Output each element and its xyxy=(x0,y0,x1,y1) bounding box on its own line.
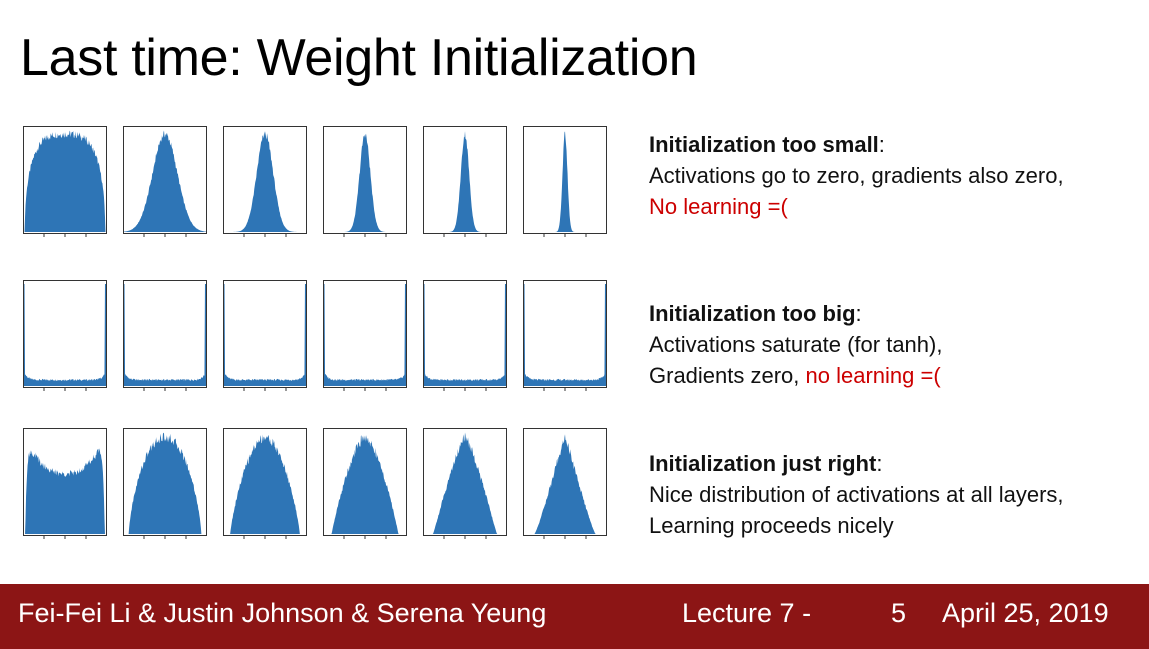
no-learning-text-1: No learning =( xyxy=(649,194,788,219)
description-just-right: Initialization just right: Nice distribu… xyxy=(649,448,1064,541)
histogram-svg xyxy=(223,428,307,539)
description-too-small: Initialization too small: Activations go… xyxy=(649,129,1064,222)
heading-too-small: Initialization too small xyxy=(649,132,879,157)
heading-just-right: Initialization just right xyxy=(649,451,877,476)
histogram-right-layer-2 xyxy=(123,428,207,539)
histogram-bars xyxy=(24,448,106,534)
histogram-svg xyxy=(23,280,107,391)
histogram-bars xyxy=(24,130,106,232)
histogram-svg xyxy=(123,280,207,391)
no-learning-text-2: no learning =( xyxy=(805,363,941,388)
histogram-right-layer-6 xyxy=(523,428,607,539)
line-just-right-2: Learning proceeds nicely xyxy=(649,513,894,538)
histogram-svg xyxy=(23,126,107,237)
footer-page-number: 5 xyxy=(891,598,907,628)
line-too-big-1: Activations saturate (for tanh), xyxy=(649,332,943,357)
histogram-small-layer-5 xyxy=(423,126,507,237)
histogram-bars xyxy=(524,284,606,386)
footer-lecture: Lecture 7 - xyxy=(682,598,812,628)
histogram-bars xyxy=(224,434,306,534)
histogram-small-layer-1 xyxy=(23,126,107,237)
histogram-right-layer-5 xyxy=(423,428,507,539)
histogram-bars xyxy=(524,131,606,232)
histogram-frame xyxy=(423,280,507,388)
histogram-big-layer-2 xyxy=(123,280,207,391)
heading-suffix: : xyxy=(855,301,862,326)
histogram-small-layer-3 xyxy=(223,126,307,237)
histogram-bars xyxy=(124,284,206,386)
histogram-right-layer-1 xyxy=(23,428,107,539)
histogram-frame xyxy=(523,280,607,388)
histogram-bars xyxy=(524,434,606,534)
histogram-svg xyxy=(423,280,507,391)
histogram-small-layer-6 xyxy=(523,126,607,237)
histogram-bars xyxy=(124,432,206,534)
histogram-svg xyxy=(223,280,307,391)
histogram-svg xyxy=(523,428,607,539)
histogram-svg xyxy=(223,126,307,237)
line-just-right-1: Nice distribution of activations at all … xyxy=(649,482,1064,507)
histogram-frame xyxy=(123,280,207,388)
histogram-big-layer-3 xyxy=(223,280,307,391)
histogram-svg xyxy=(23,428,107,539)
histogram-bars xyxy=(24,284,106,386)
histogram-svg xyxy=(423,428,507,539)
description-too-big: Initialization too big: Activations satu… xyxy=(649,298,942,391)
histogram-bars xyxy=(124,130,206,232)
slide-footer: Fei-Fei Li & Justin Johnson & Serena Yeu… xyxy=(0,584,1149,649)
histogram-svg xyxy=(323,280,407,391)
heading-too-big: Initialization too big xyxy=(649,301,856,326)
histogram-frame xyxy=(223,280,307,388)
line-too-big-2: Gradients zero, xyxy=(649,363,806,388)
slide-title: Last time: Weight Initialization xyxy=(20,29,698,87)
histogram-bars xyxy=(424,432,506,534)
histogram-svg xyxy=(123,428,207,539)
histogram-bars xyxy=(424,131,506,232)
histogram-svg xyxy=(323,126,407,237)
histogram-svg xyxy=(323,428,407,539)
line-too-small-1: Activations go to zero, gradients also z… xyxy=(649,163,1064,188)
histogram-small-layer-4 xyxy=(323,126,407,237)
histogram-bars xyxy=(424,284,506,386)
heading-suffix: : xyxy=(878,132,885,157)
histogram-big-layer-1 xyxy=(23,280,107,391)
histogram-frame xyxy=(323,280,407,388)
histogram-big-layer-6 xyxy=(523,280,607,391)
histogram-svg xyxy=(423,126,507,237)
histogram-bars xyxy=(224,284,306,386)
histogram-bars xyxy=(324,435,406,534)
histogram-right-layer-3 xyxy=(223,428,307,539)
histogram-right-layer-4 xyxy=(323,428,407,539)
histogram-bars xyxy=(224,131,306,232)
histogram-big-layer-5 xyxy=(423,280,507,391)
histogram-bars xyxy=(324,284,406,386)
histogram-bars xyxy=(324,133,406,232)
footer-authors: Fei-Fei Li & Justin Johnson & Serena Yeu… xyxy=(18,598,547,628)
histogram-svg xyxy=(523,280,607,391)
histogram-svg xyxy=(123,126,207,237)
activation-histograms xyxy=(0,0,620,560)
histogram-small-layer-2 xyxy=(123,126,207,237)
heading-suffix: : xyxy=(876,451,883,476)
footer-date: April 25, 2019 xyxy=(942,598,1109,628)
histogram-svg xyxy=(523,126,607,237)
histogram-frame xyxy=(23,280,107,388)
histogram-big-layer-4 xyxy=(323,280,407,391)
